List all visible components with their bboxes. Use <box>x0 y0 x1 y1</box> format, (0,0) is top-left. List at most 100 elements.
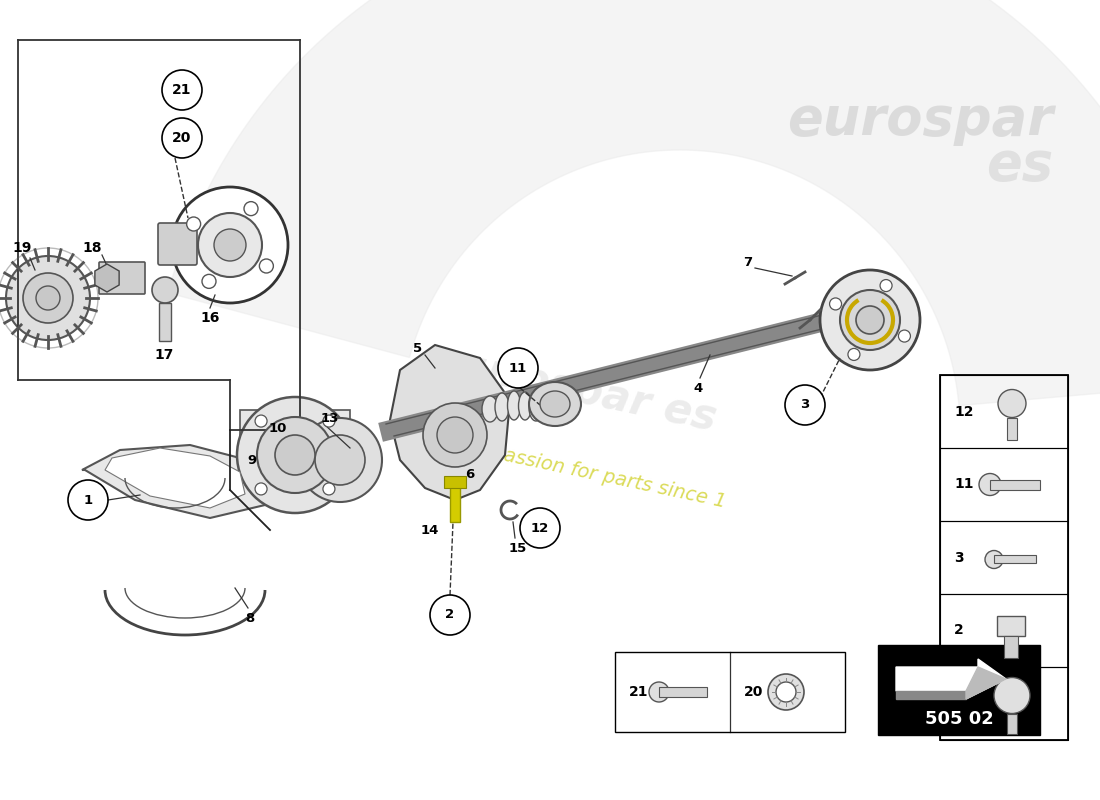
Circle shape <box>520 508 560 548</box>
Circle shape <box>848 349 860 361</box>
Circle shape <box>829 298 842 310</box>
Circle shape <box>979 474 1001 495</box>
Circle shape <box>23 273 73 323</box>
Text: 1: 1 <box>84 494 92 506</box>
Text: 505 02: 505 02 <box>925 710 993 728</box>
Bar <box>1004 635 1018 658</box>
Circle shape <box>36 286 60 310</box>
Circle shape <box>244 202 258 216</box>
Circle shape <box>649 682 669 702</box>
Text: 20: 20 <box>744 685 763 699</box>
Ellipse shape <box>529 382 581 426</box>
Circle shape <box>984 550 1003 569</box>
Text: 11: 11 <box>954 478 974 491</box>
Text: 3: 3 <box>954 550 964 565</box>
Text: 9: 9 <box>248 454 256 466</box>
Text: 3: 3 <box>801 398 810 411</box>
Ellipse shape <box>507 391 520 420</box>
Text: 14: 14 <box>421 523 439 537</box>
Circle shape <box>257 417 333 493</box>
Text: 21: 21 <box>173 83 191 97</box>
Circle shape <box>998 390 1026 418</box>
Circle shape <box>899 330 911 342</box>
Text: 13: 13 <box>321 411 339 425</box>
Circle shape <box>437 417 473 453</box>
Circle shape <box>880 279 892 291</box>
Circle shape <box>315 435 365 485</box>
Bar <box>878 645 1040 735</box>
Polygon shape <box>896 659 1006 699</box>
Polygon shape <box>896 691 966 699</box>
Circle shape <box>768 674 804 710</box>
Polygon shape <box>95 264 119 292</box>
Ellipse shape <box>540 391 570 417</box>
Text: 19: 19 <box>12 241 32 255</box>
Bar <box>940 375 1068 448</box>
Polygon shape <box>966 667 1006 699</box>
FancyBboxPatch shape <box>99 262 145 294</box>
Bar <box>659 687 707 697</box>
Circle shape <box>6 256 90 340</box>
Text: eurospar: eurospar <box>786 94 1053 146</box>
Text: 10: 10 <box>268 422 287 434</box>
Text: 20: 20 <box>173 131 191 145</box>
Bar <box>615 652 845 732</box>
Circle shape <box>323 483 334 495</box>
Circle shape <box>152 277 178 303</box>
Bar <box>940 448 1068 521</box>
Text: 11: 11 <box>509 362 527 374</box>
Bar <box>997 615 1025 635</box>
Circle shape <box>840 290 900 350</box>
Text: 21: 21 <box>629 685 649 699</box>
Circle shape <box>994 678 1030 714</box>
Text: 15: 15 <box>509 542 527 554</box>
Bar <box>240 410 350 500</box>
Bar <box>940 521 1068 594</box>
Circle shape <box>162 70 202 110</box>
Text: 2: 2 <box>446 609 454 622</box>
Text: 8: 8 <box>245 611 254 625</box>
Circle shape <box>820 270 920 370</box>
Bar <box>444 476 466 488</box>
Bar <box>994 554 1036 562</box>
Text: 12: 12 <box>531 522 549 534</box>
Circle shape <box>275 435 315 475</box>
Circle shape <box>498 348 538 388</box>
Text: 4: 4 <box>693 382 703 394</box>
Circle shape <box>236 397 353 513</box>
Polygon shape <box>104 448 245 508</box>
Circle shape <box>187 217 200 231</box>
Circle shape <box>260 259 274 273</box>
Text: 18: 18 <box>82 241 101 255</box>
Ellipse shape <box>518 392 531 420</box>
Bar <box>160 303 170 341</box>
Bar <box>1006 418 1018 439</box>
Bar <box>940 667 1068 740</box>
Bar <box>940 375 1068 740</box>
Text: 16: 16 <box>200 311 220 325</box>
Circle shape <box>202 274 216 288</box>
Circle shape <box>198 213 262 277</box>
Text: 1: 1 <box>954 697 964 710</box>
Circle shape <box>323 415 334 427</box>
Text: 12: 12 <box>954 405 974 418</box>
Ellipse shape <box>495 393 509 421</box>
Polygon shape <box>390 345 510 500</box>
Circle shape <box>785 385 825 425</box>
Circle shape <box>162 118 202 158</box>
Ellipse shape <box>482 396 498 422</box>
Text: 5: 5 <box>414 342 422 354</box>
Circle shape <box>776 682 796 702</box>
Polygon shape <box>82 445 270 518</box>
FancyBboxPatch shape <box>158 223 197 265</box>
Bar <box>450 480 460 522</box>
Circle shape <box>172 187 288 303</box>
Text: 7: 7 <box>744 255 752 269</box>
Circle shape <box>68 480 108 520</box>
Bar <box>940 594 1068 667</box>
Bar <box>1006 714 1018 734</box>
Circle shape <box>255 483 267 495</box>
Text: 17: 17 <box>154 348 174 362</box>
Text: eurospar es: eurospar es <box>440 341 720 439</box>
Circle shape <box>214 229 246 261</box>
